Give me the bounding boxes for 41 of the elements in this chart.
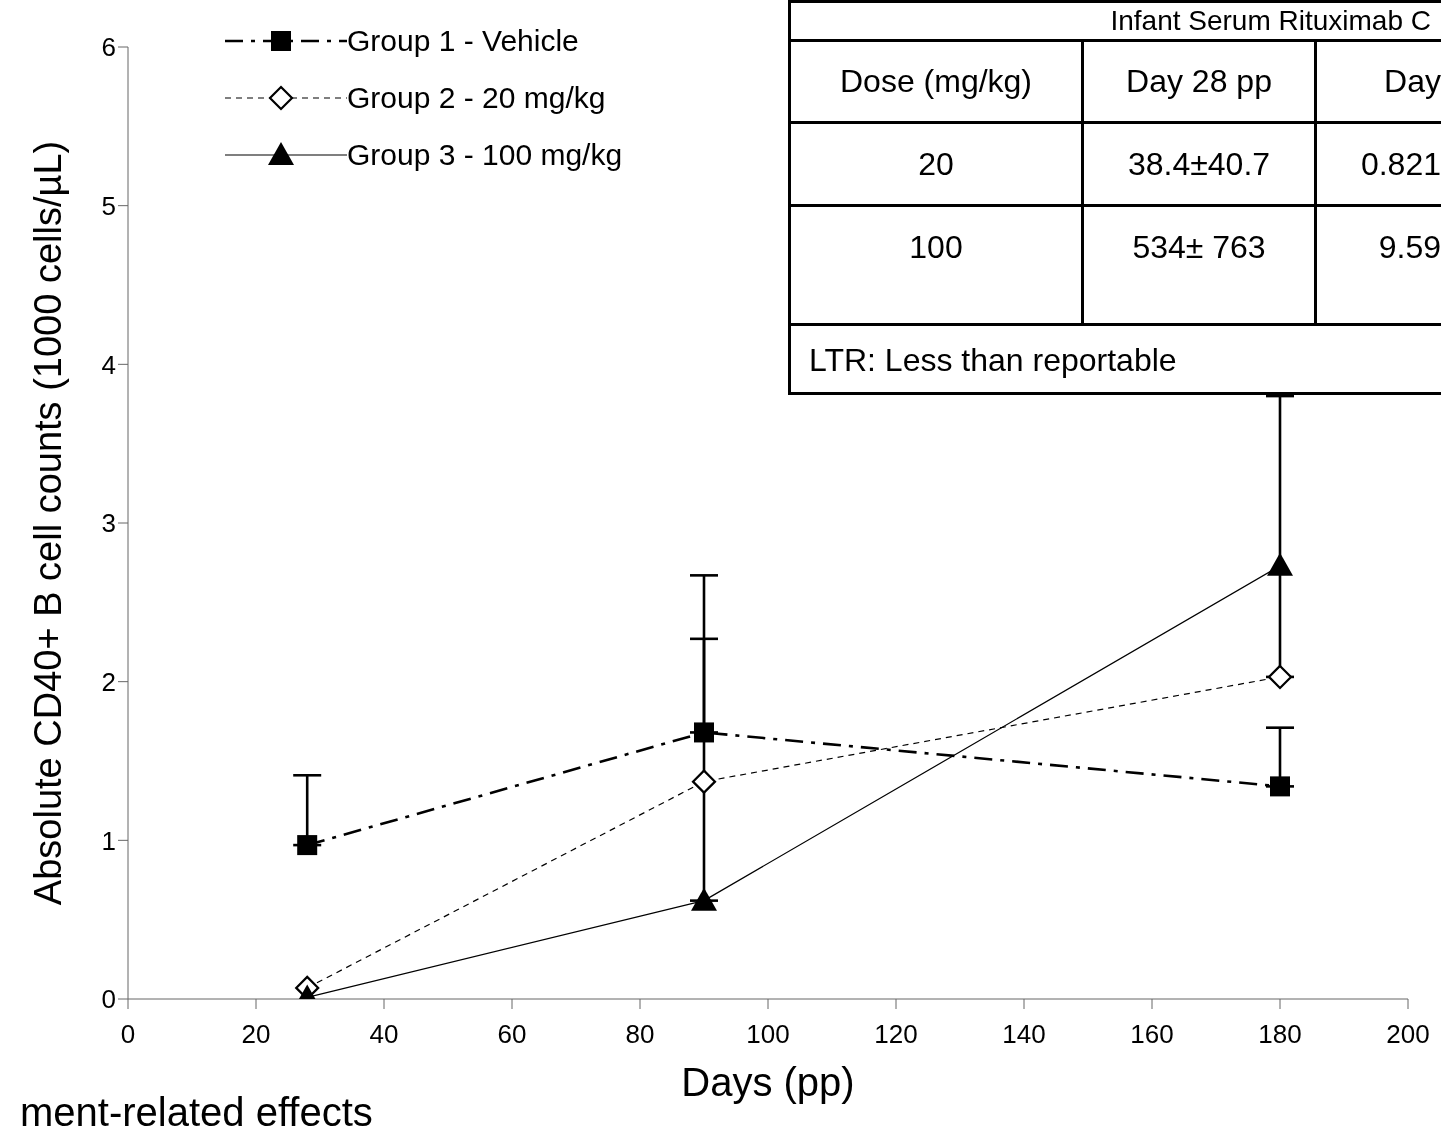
point bbox=[691, 887, 717, 911]
x-tick-label: 0 bbox=[120, 1019, 136, 1050]
y-tick-label: 2 bbox=[101, 666, 116, 697]
y-axis-title: Absolute CD40+ B cell counts (1000 cells/µL) bbox=[26, 140, 70, 906]
annotation: Day bbox=[1383, 62, 1441, 101]
legend-label: Group 3 - 100 mg/kg bbox=[347, 137, 623, 172]
annotation: 20 bbox=[917, 144, 955, 184]
point bbox=[1270, 776, 1290, 797]
x-tick-label: 60 bbox=[497, 1019, 527, 1050]
annotation: 0.821 bbox=[1359, 144, 1441, 184]
x-tick-label: 120 bbox=[874, 1019, 918, 1050]
x-tick-label: 140 bbox=[1002, 1019, 1046, 1050]
annotation: Day 28 pp bbox=[1125, 62, 1273, 101]
x-tick-label: 80 bbox=[625, 1019, 655, 1050]
y-tick-label: 6 bbox=[101, 32, 116, 63]
x-axis-title: Days (pp) bbox=[681, 1059, 855, 1105]
point bbox=[297, 835, 318, 856]
legend-label: Group 1 - Vehicle bbox=[347, 23, 579, 58]
annotation: 38.4±40.7 bbox=[1126, 144, 1272, 184]
point bbox=[694, 722, 714, 743]
y-tick-label: 1 bbox=[101, 825, 116, 856]
y-tick-label: 0 bbox=[101, 984, 116, 1015]
x-tick-label: 180 bbox=[1258, 1019, 1302, 1050]
annotation: 100 bbox=[908, 227, 964, 267]
text: Infant Serum Rituximab C bbox=[1110, 5, 1431, 36]
x-tick-label: 160 bbox=[1130, 1019, 1174, 1050]
x-tick-label: 100 bbox=[746, 1019, 790, 1050]
x-tick-label: 200 bbox=[1386, 1019, 1430, 1050]
y-tick-label: 5 bbox=[101, 190, 116, 221]
point bbox=[1267, 664, 1293, 690]
y-tick-label: 3 bbox=[101, 508, 116, 539]
legend-label: Group 2 - 20 mg/kg bbox=[347, 80, 606, 115]
y-tick-label: 4 bbox=[101, 349, 116, 380]
annotation: LTR: Less than reportable bbox=[809, 341, 1177, 380]
annotation: Dose (mg/kg) bbox=[838, 62, 1033, 101]
x-tick-label: 20 bbox=[241, 1019, 271, 1050]
annotation: 9.59 bbox=[1377, 227, 1441, 267]
point bbox=[691, 769, 717, 794]
annotation: 534± 763 bbox=[1131, 227, 1267, 267]
text: ment-related effects bbox=[20, 1090, 373, 1135]
x-tick-label: 40 bbox=[369, 1019, 399, 1050]
